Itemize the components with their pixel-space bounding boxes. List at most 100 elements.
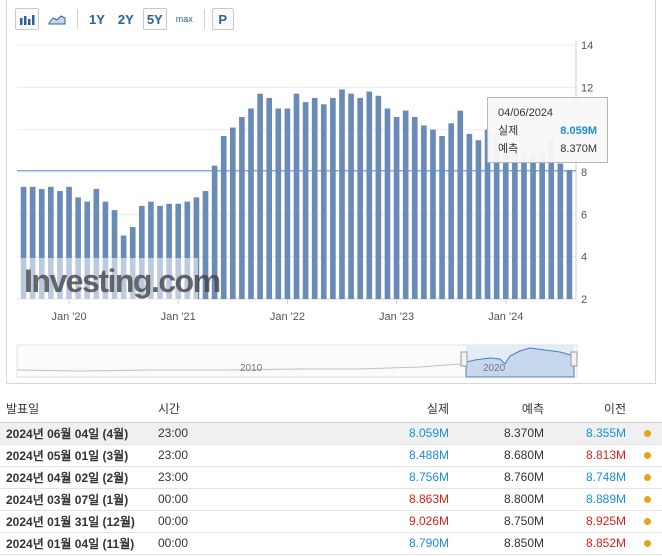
- table-header-row: 발표일 시간 실제 예측 이전: [0, 396, 662, 423]
- range-max-button[interactable]: max: [175, 14, 193, 24]
- row-date: 2024년 04월 02일 (2월): [0, 466, 152, 489]
- bar: [275, 108, 282, 299]
- bar: [320, 104, 327, 300]
- row-actual: 8.059M: [302, 422, 455, 445]
- bar: [75, 197, 81, 299]
- row-date: 2024년 05월 01일 (3월): [0, 444, 152, 467]
- row-forecast: 8.370M: [455, 422, 550, 445]
- row-previous: 8.889M: [550, 488, 632, 511]
- x-tick-label: Jan '24: [488, 311, 523, 323]
- bar: [239, 116, 245, 299]
- importance-dot-icon: [643, 496, 651, 503]
- navigator-label-2020: 2020: [483, 363, 506, 374]
- row-actual: 8.790M: [302, 532, 455, 555]
- bar: [512, 152, 518, 299]
- header-forecast[interactable]: 예측: [455, 396, 550, 423]
- x-tick-label: Jan '22: [270, 311, 305, 323]
- bar: [548, 140, 555, 299]
- x-tick-label: Jan '20: [51, 311, 86, 323]
- bar: [502, 146, 509, 299]
- bar: [411, 116, 418, 299]
- table-row[interactable]: 2024년 06월 04일 (4월) 23:00 8.059M 8.370M 8.355…: [0, 422, 662, 445]
- importance-dot-icon: [643, 540, 651, 547]
- importance-dot-cell: [632, 444, 662, 467]
- bar: [493, 133, 500, 299]
- table-row[interactable]: 2024년 05월 01일 (3월) 23:00 8.488M 8.680M 8.813…: [0, 444, 662, 467]
- importance-dot-icon: [643, 518, 651, 525]
- table-row[interactable]: 2024년 04월 02일 (2월) 23:00 8.756M 8.760M 8.748…: [0, 466, 662, 489]
- bar: [366, 91, 373, 299]
- header-time[interactable]: 시간: [152, 396, 302, 423]
- y-tick-label: 6: [581, 209, 587, 221]
- release-table: 발표일 시간 실제 예측 이전 2024년 06월 04일 (4월) 23:00 8…: [0, 396, 662, 555]
- y-tick-label: 4: [581, 252, 587, 264]
- watermark-text: Investing.com: [24, 263, 220, 299]
- p-button[interactable]: P: [211, 8, 234, 30]
- y-tick-label: 8: [581, 167, 587, 179]
- bar: [448, 123, 454, 299]
- header-actual[interactable]: 실제: [302, 396, 455, 423]
- row-forecast: 8.680M: [455, 444, 550, 467]
- bar: [530, 152, 536, 299]
- bar: [148, 201, 154, 299]
- tooltip-forecast-label: 예측: [498, 143, 519, 155]
- row-forecast: 8.850M: [455, 532, 550, 555]
- bar: [38, 188, 45, 299]
- row-time: 00:00: [152, 532, 302, 555]
- row-previous: 8.852M: [550, 532, 632, 555]
- header-previous[interactable]: 이전: [550, 396, 632, 423]
- importance-dot-icon: [643, 474, 651, 481]
- importance-dot-cell: [632, 466, 662, 489]
- bar: [402, 110, 409, 299]
- range-5y-button[interactable]: 5Y: [142, 8, 167, 30]
- bar: [102, 201, 109, 299]
- bar: [248, 108, 254, 299]
- bar: [484, 129, 491, 299]
- toolbar-divider: [77, 9, 78, 29]
- row-actual: 8.488M: [302, 444, 455, 467]
- importance-dot-icon: [643, 452, 651, 459]
- importance-dot-cell: [632, 532, 662, 555]
- bar: [330, 97, 336, 300]
- table-row[interactable]: 2024년 03월 07일 (1월) 00:00 8.863M 8.800M 8.889…: [0, 488, 662, 511]
- bar: [139, 205, 145, 299]
- navigator-left-handle[interactable]: [460, 351, 468, 367]
- importance-dot-cell: [632, 488, 662, 511]
- bar-chart-type-button[interactable]: [15, 8, 39, 30]
- navigator-right-handle[interactable]: [570, 351, 578, 367]
- bar: [566, 169, 573, 299]
- row-actual: 8.756M: [302, 466, 455, 489]
- area-chart-type-button[interactable]: [44, 8, 70, 30]
- y-axis: 2468101214: [581, 40, 593, 306]
- chart-tooltip: 04/06/2024 실제 8.059M 예측 8.370M: [487, 97, 608, 163]
- bar: [157, 205, 163, 299]
- header-date[interactable]: 발표일: [0, 396, 152, 423]
- chart-toolbar: 1Y 2Y 5Y max P: [15, 7, 239, 31]
- bar: [302, 102, 309, 300]
- bar: [48, 186, 54, 299]
- tooltip-actual-value: 8.059M: [560, 125, 597, 137]
- bar: [66, 186, 72, 299]
- header-spacer: [632, 396, 662, 423]
- row-previous: 8.748M: [550, 466, 632, 489]
- row-previous: 8.813M: [550, 444, 632, 467]
- table-row[interactable]: 2024년 01월 04일 (11월) 00:00 8.790M 8.850M 8.85…: [0, 532, 662, 555]
- row-date: 2024년 01월 31일 (12월): [0, 510, 152, 533]
- bar: [184, 201, 191, 299]
- range-1y-button[interactable]: 1Y: [89, 11, 105, 27]
- range-2y-button[interactable]: 2Y: [117, 11, 134, 27]
- row-forecast: 8.800M: [455, 488, 550, 511]
- navigator-label-2010: 2010: [240, 363, 263, 374]
- bar: [421, 125, 427, 299]
- importance-dot-cell: [632, 422, 662, 445]
- navigator[interactable]: 2010 2020: [16, 344, 578, 378]
- importance-dot-cell: [632, 510, 662, 533]
- row-date: 2024년 03월 07일 (1월): [0, 488, 152, 511]
- bar: [384, 108, 391, 299]
- x-tick-label: Jan '23: [379, 311, 414, 323]
- table-row[interactable]: 2024년 01월 31일 (12월) 00:00 9.026M 8.750M 8.92…: [0, 510, 662, 533]
- row-forecast: 8.760M: [455, 466, 550, 489]
- bar: [475, 140, 482, 299]
- y-tick-label: 2: [581, 294, 587, 306]
